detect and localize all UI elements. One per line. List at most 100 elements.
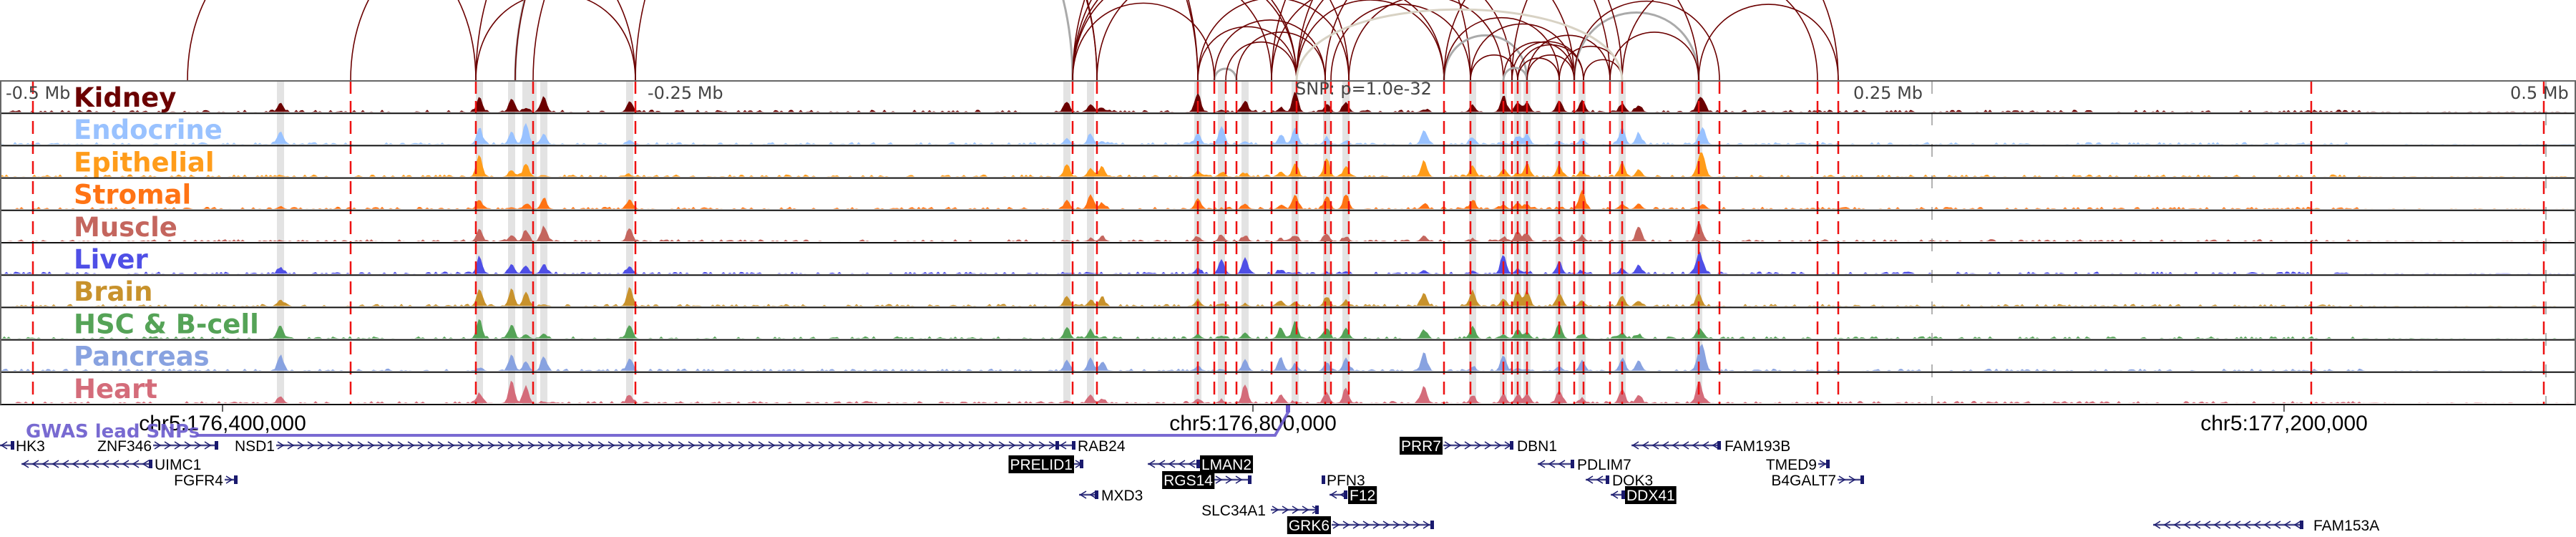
- strand-arrow-icon: [337, 441, 345, 450]
- coordinate-axis: chr5:176,400,000 chr5:176,800,000 chr5:1…: [139, 405, 2368, 435]
- strand-arrow-icon: [1158, 460, 1166, 468]
- gene-label[interactable]: HK3: [16, 438, 45, 455]
- strand-arrow-icon: [1494, 441, 1502, 450]
- gene-label[interactable]: PDLIM7: [1577, 457, 1631, 473]
- gene-fam153a[interactable]: FAM153A: [2153, 518, 2379, 534]
- strand-arrow-icon: [1148, 460, 1156, 468]
- strand-arrow-icon: [122, 460, 130, 468]
- strand-arrow-icon: [62, 460, 69, 468]
- strand-arrow-icon: [1558, 460, 1566, 468]
- exon: [1621, 490, 1625, 499]
- chromatin-loop-arc: [1526, 34, 1611, 82]
- strand-arrow-icon: [898, 441, 906, 450]
- gene-ddx41[interactable]: DDX41: [1611, 486, 1677, 504]
- gene-prr7[interactable]: PRR7: [1399, 437, 1513, 455]
- gene-tmed9[interactable]: TMED9: [1766, 457, 1830, 473]
- gene-dbn1[interactable]: DBN1: [1517, 438, 1557, 455]
- exon: [234, 475, 238, 484]
- gene-dok3[interactable]: DOK3: [1586, 473, 1653, 489]
- track-label-pancreas: Pancreas: [74, 342, 210, 372]
- gene-label[interactable]: MXD3: [1101, 488, 1143, 504]
- gene-label[interactable]: SLC34A1: [1201, 503, 1266, 519]
- strand-arrow-icon: [978, 441, 986, 450]
- strand-arrow-icon: [738, 441, 746, 450]
- gene-label[interactable]: GRK6: [1289, 518, 1330, 534]
- chromatin-loop-arc: [1503, 41, 1575, 82]
- strand-arrow-icon: [2223, 521, 2231, 529]
- gene-label[interactable]: DBN1: [1517, 438, 1557, 455]
- gene-slc34a1[interactable]: SLC34A1: [1201, 503, 1319, 519]
- strand-arrow-icon: [768, 441, 776, 450]
- strand-arrow-icon: [1215, 475, 1223, 484]
- exon: [11, 441, 14, 450]
- gene-lman2[interactable]: LMAN2: [1148, 455, 1254, 473]
- gene-label[interactable]: UIMC1: [155, 457, 201, 473]
- gene-f12[interactable]: F12: [1330, 486, 1377, 504]
- gene-pdlim7[interactable]: PDLIM7: [1538, 457, 1631, 473]
- gene-label[interactable]: FGFR4: [174, 473, 223, 489]
- gene-label[interactable]: FAM153A: [2313, 518, 2379, 534]
- gene-label[interactable]: F12: [1350, 488, 1375, 504]
- chromatin-loop-arc: [1072, 2, 1215, 82]
- top-axis-labels: -0.5 Mb -0.25 Mb SNP: p=1.0e-32 0.25 Mb …: [6, 79, 2569, 103]
- gene-hk3[interactable]: HK3: [0, 438, 45, 455]
- gene-highlight-box: [1348, 486, 1377, 504]
- strand-arrow-icon: [628, 441, 635, 450]
- gene-label[interactable]: DDX41: [1626, 488, 1675, 504]
- gene-pfn3[interactable]: PFN3: [1322, 473, 1365, 489]
- gene-label[interactable]: PRELID1: [1010, 457, 1073, 473]
- strand-arrow-icon: [174, 441, 182, 450]
- gene-label[interactable]: B4GALT7: [1771, 473, 1836, 489]
- gene-fam193b[interactable]: FAM193B: [1631, 438, 1790, 455]
- strand-arrow-icon: [1028, 441, 1036, 450]
- gene-label[interactable]: TMED9: [1766, 457, 1817, 473]
- exon: [215, 441, 218, 450]
- exon: [1055, 441, 1059, 450]
- strand-arrow-icon: [1548, 460, 1556, 468]
- strand-arrow-icon: [718, 441, 726, 450]
- chromatin-loop-arc: [1225, 41, 1297, 82]
- gene-b4galt7[interactable]: B4GALT7: [1771, 473, 1864, 489]
- gene-rab24[interactable]: RAB24: [1059, 438, 1126, 455]
- strand-arrow-icon: [618, 441, 625, 450]
- strand-arrow-icon: [918, 441, 926, 450]
- gwas-snp-marker[interactable]: [1286, 405, 1290, 412]
- strand-arrow-icon: [1235, 475, 1243, 484]
- strand-arrow-icon: [2193, 521, 2201, 529]
- gene-label[interactable]: ZNF346: [97, 438, 152, 455]
- signal-liver: [0, 251, 2576, 274]
- exon: [1095, 490, 1098, 499]
- gene-label[interactable]: LMAN2: [1201, 457, 1252, 473]
- strand-arrow-icon: [1631, 441, 1639, 450]
- axis-label-minus-0.25: -0.25 Mb: [648, 83, 723, 103]
- strand-arrow-icon: [808, 441, 816, 450]
- track-label-heart: Heart: [74, 374, 157, 405]
- gene-label[interactable]: FAM193B: [1724, 438, 1790, 455]
- signal-pancreas: [0, 344, 2576, 371]
- gene-nsd1[interactable]: NSD1: [235, 438, 1059, 455]
- gene-label[interactable]: PFN3: [1327, 473, 1365, 489]
- gene-label[interactable]: NSD1: [235, 438, 275, 455]
- track-label-endocrine: Endocrine: [74, 115, 223, 145]
- strand-arrow-icon: [1819, 460, 1827, 468]
- chromatin-loop-arc: [187, 0, 477, 82]
- exon: [1248, 475, 1252, 484]
- gene-znf346[interactable]: ZNF346: [97, 438, 218, 455]
- gene-grk6[interactable]: GRK6: [1287, 516, 1434, 534]
- chromatin-loop-arc: [1072, 0, 1272, 82]
- strand-arrow-icon: [1038, 441, 1046, 450]
- gene-label[interactable]: RAB24: [1078, 438, 1126, 455]
- gene-prelid1[interactable]: PRELID1: [1008, 455, 1083, 473]
- gene-uimc1[interactable]: UIMC1: [21, 457, 201, 473]
- gene-label[interactable]: PRR7: [1401, 438, 1441, 455]
- gene-rgs14[interactable]: RGS14: [1162, 471, 1252, 489]
- strand-arrow-icon: [1188, 460, 1196, 468]
- gene-mxd3[interactable]: MXD3: [1079, 488, 1143, 504]
- gene-label[interactable]: DOK3: [1612, 473, 1653, 489]
- track-label-brain: Brain: [74, 276, 152, 307]
- strand-arrow-icon: [1641, 441, 1649, 450]
- gene-fgfr4[interactable]: FGFR4: [174, 473, 238, 489]
- strand-arrow-icon: [1332, 521, 1340, 529]
- signal-muscle: [0, 223, 2576, 241]
- gene-label[interactable]: RGS14: [1163, 473, 1213, 489]
